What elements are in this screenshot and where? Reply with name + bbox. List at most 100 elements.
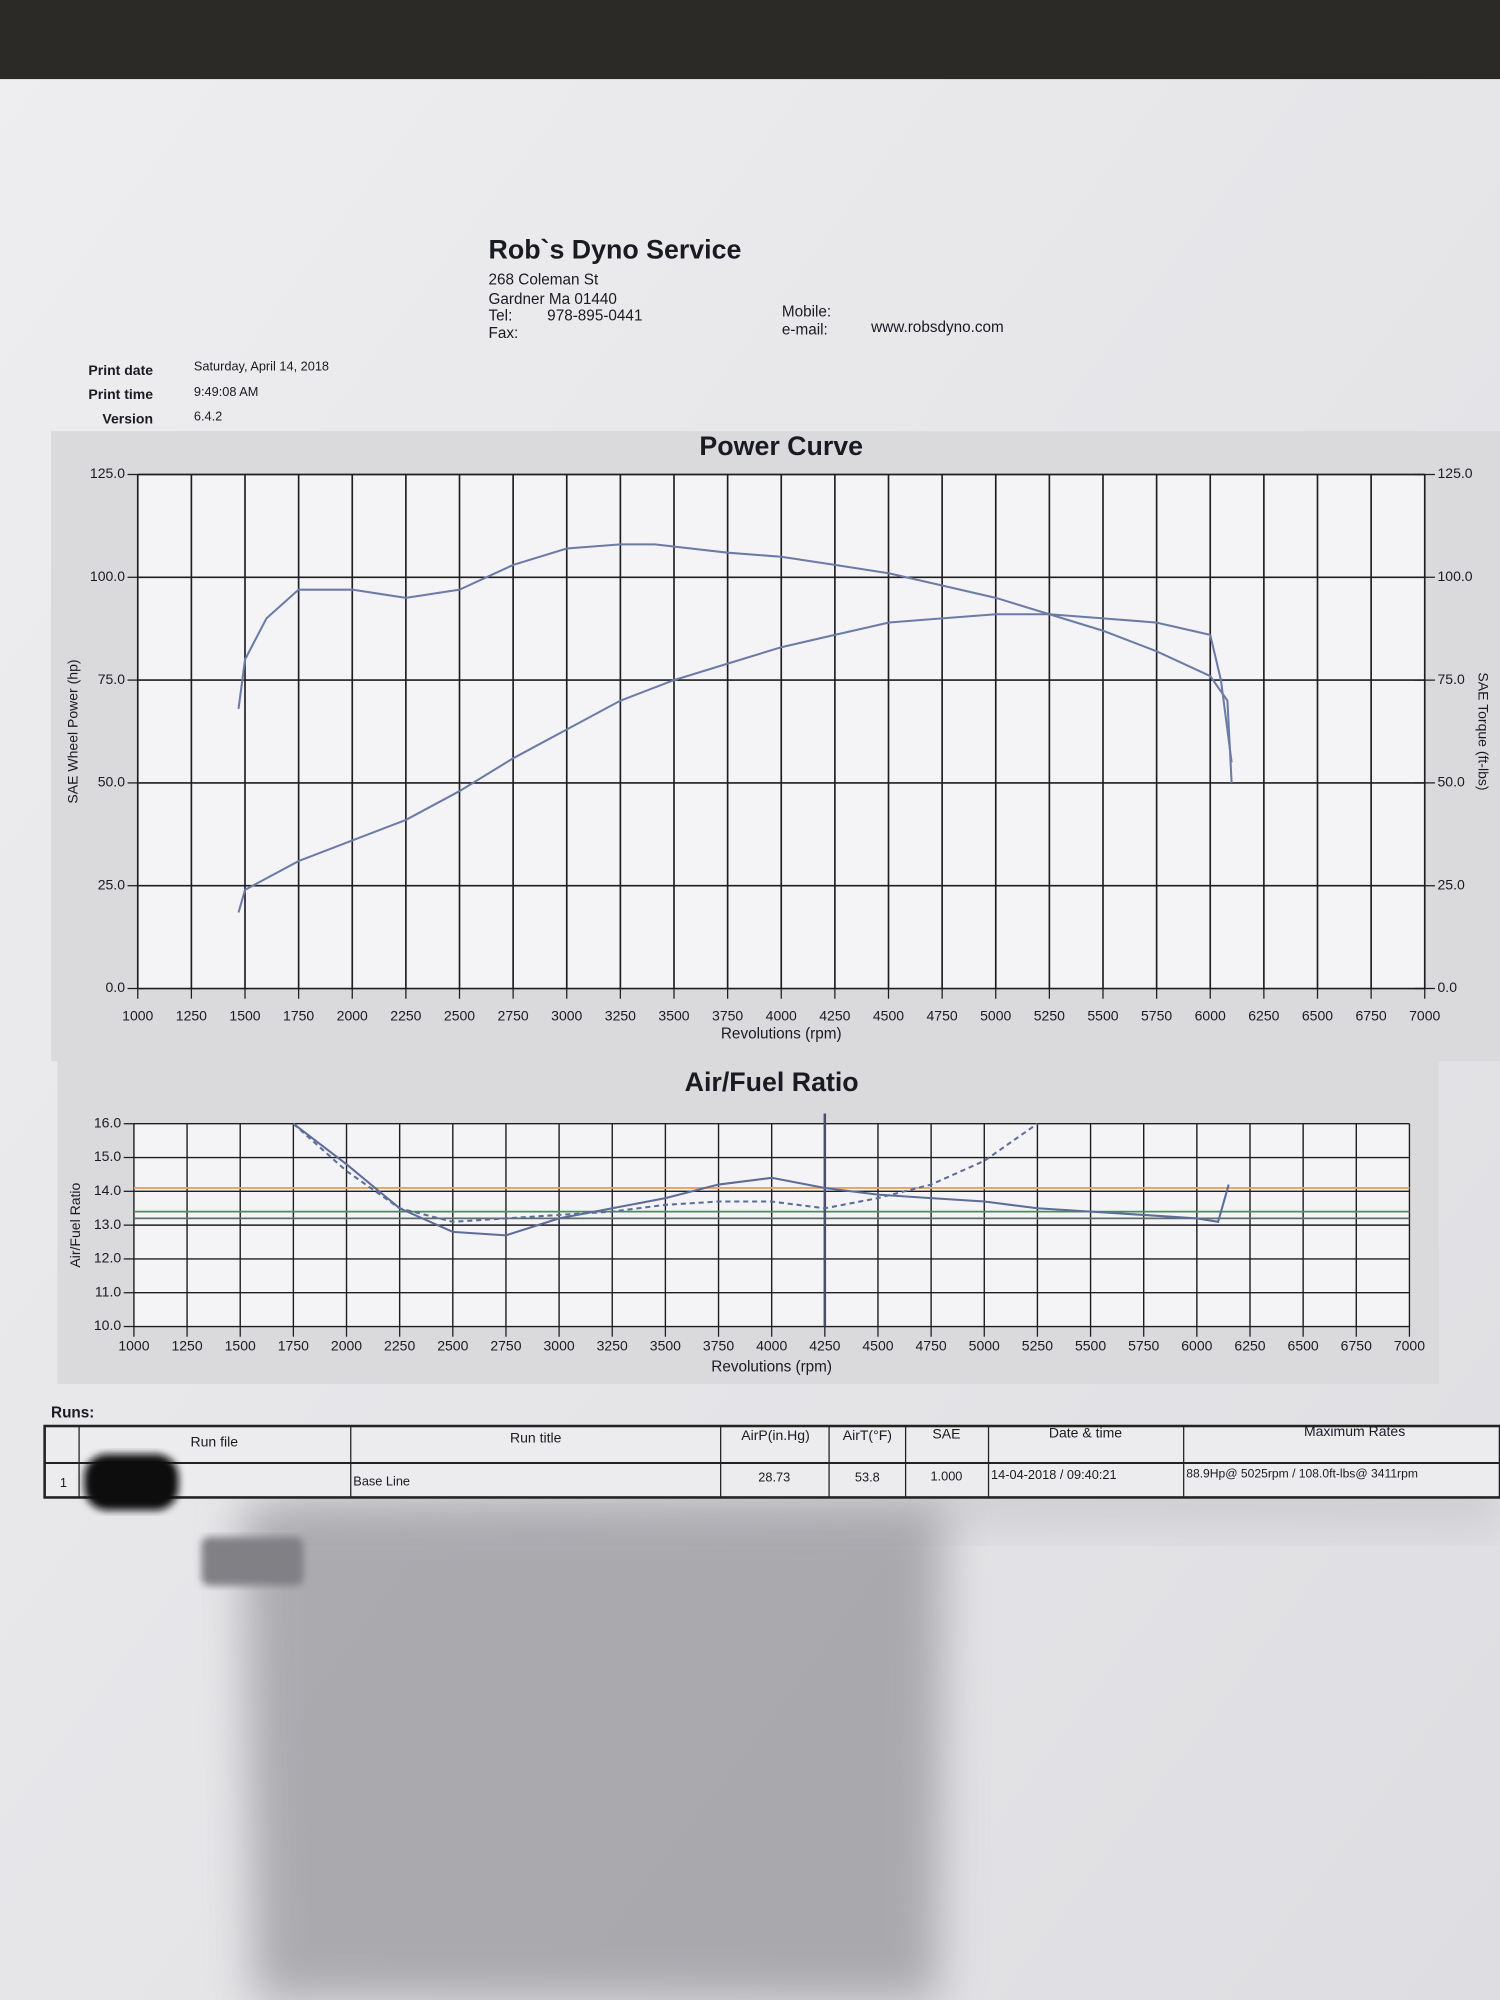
y2-tick-label: 50.0 <box>1438 774 1465 790</box>
y-tick-label: 16.0 <box>94 1114 121 1130</box>
company: Rob`s Dyno Service <box>489 234 742 264</box>
y-tick-label: 14.0 <box>94 1182 121 1198</box>
x-tick-label: 5750 <box>1128 1338 1159 1354</box>
x-tick-label: 2000 <box>331 1338 362 1354</box>
y-tick-label: 25.0 <box>98 876 125 892</box>
runs-title: Runs: <box>51 1404 94 1421</box>
data-line <box>237 543 1233 783</box>
shadow <box>242 1505 944 2000</box>
x-tick-label: 4250 <box>809 1338 840 1354</box>
x-tick-label: 2250 <box>384 1338 415 1354</box>
x-tick-label: 6500 <box>1288 1338 1319 1354</box>
x-tick-label: 5750 <box>1141 1007 1172 1023</box>
cell: 1 <box>60 1475 67 1490</box>
y-tick-label: 100.0 <box>90 568 125 584</box>
x-tick-label: 5500 <box>1087 1007 1118 1023</box>
x-tick-label: 4250 <box>819 1007 850 1023</box>
x-tick-label: 1250 <box>176 1007 207 1023</box>
mobile-label: Mobile: <box>782 304 831 321</box>
x-tick-label: 1500 <box>229 1007 260 1023</box>
x-tick-label: 1000 <box>118 1338 149 1354</box>
column-header: Maximum Rates <box>1304 1423 1405 1439</box>
x-tick-label: 6750 <box>1356 1007 1387 1023</box>
print-value: 9:49:08 AM <box>194 384 259 399</box>
data-line <box>292 1122 1038 1223</box>
chart-title: Air/Fuel Ratio <box>685 1067 859 1097</box>
x-tick-label: 6250 <box>1234 1338 1265 1354</box>
chart-title: Power Curve <box>699 431 863 461</box>
x-tick-label: 2500 <box>444 1007 475 1023</box>
x-tick-label: 3000 <box>551 1007 582 1023</box>
column-header: Date & time <box>1049 1424 1122 1440</box>
y-axis-label: Air/Fuel Ratio <box>67 1182 83 1267</box>
y2-tick-label: 0.0 <box>1438 979 1458 995</box>
runs-table: Run file Run title AirP(in.Hg) AirT(°F) … <box>43 1423 1500 1511</box>
print-label: Version <box>102 410 153 426</box>
x-axis-label: Revolutions (rpm) <box>711 1358 832 1375</box>
y-axis-label: SAE Wheel Power (hp) <box>65 659 81 803</box>
x-tick-label: 3250 <box>605 1007 636 1023</box>
data-line <box>237 613 1233 913</box>
x-tick-label: 7000 <box>1394 1338 1425 1354</box>
data-line <box>292 1122 1230 1237</box>
y-tick-label: 125.0 <box>90 465 125 481</box>
cell: Base Line <box>353 1474 410 1489</box>
redaction <box>84 1454 179 1511</box>
x-tick-label: 7000 <box>1409 1007 1440 1023</box>
y2-tick-label: 75.0 <box>1438 671 1465 687</box>
x-tick-label: 5000 <box>980 1007 1011 1023</box>
y2-tick-label: 125.0 <box>1438 465 1473 481</box>
fax-label: Fax: <box>489 325 519 342</box>
x-tick-label: 2250 <box>390 1007 421 1023</box>
x-tick-label: 3250 <box>597 1338 628 1354</box>
x-tick-label: 6750 <box>1341 1338 1372 1354</box>
x-tick-label: 3500 <box>650 1338 681 1354</box>
cell: 88.9Hp@ 5025rpm / 108.0ft-lbs@ 3411rpm <box>1186 1467 1418 1481</box>
y-tick-label: 15.0 <box>94 1148 121 1164</box>
x-tick-label: 5000 <box>969 1338 1000 1354</box>
email-label: e-mail: <box>782 321 828 338</box>
y-tick-label: 50.0 <box>98 774 125 790</box>
cell: 28.73 <box>758 1470 790 1485</box>
charts: Power Curve Revolutions (rpm) SAE Wheel Po… <box>65 431 1492 1376</box>
x-tick-label: 1250 <box>171 1338 202 1354</box>
x-tick-label: 1000 <box>122 1007 153 1023</box>
y-tick-label: 12.0 <box>94 1250 121 1266</box>
cell: 53.8 <box>855 1470 880 1485</box>
cell: 1.000 <box>930 1468 962 1483</box>
y2-axis-label: SAE Torque (ft-lbs) <box>1475 672 1491 790</box>
x-tick-label: 4000 <box>766 1007 797 1023</box>
x-tick-label: 6000 <box>1195 1007 1226 1023</box>
city: Gardner Ma 01440 <box>489 291 617 308</box>
x-tick-label: 5250 <box>1022 1338 1053 1354</box>
y-tick-label: 11.0 <box>95 1283 121 1299</box>
x-tick-label: 4750 <box>916 1338 947 1354</box>
tel: 978-895-0441 <box>547 307 642 324</box>
column-header: Run file <box>191 1433 239 1449</box>
cell: 14-04-2018 / 09:40:21 <box>991 1467 1116 1482</box>
x-tick-label: 4750 <box>927 1007 958 1023</box>
x-tick-label: 1750 <box>283 1007 314 1023</box>
website: www.robsdyno.com <box>870 319 1004 336</box>
tel-label: Tel: <box>489 307 513 324</box>
x-tick-label: 2750 <box>490 1338 521 1354</box>
x-tick-label: 3750 <box>703 1338 734 1354</box>
background-table <box>0 0 1500 80</box>
x-axis-label: Revolutions (rpm) <box>721 1025 842 1042</box>
x-tick-label: 5500 <box>1075 1338 1106 1354</box>
column-header: Run title <box>510 1429 562 1445</box>
column-header: AirT(°F) <box>843 1427 892 1443</box>
column-header: SAE <box>932 1426 960 1442</box>
address: 268 Coleman St <box>489 272 599 289</box>
y-tick-label: 13.0 <box>94 1216 121 1232</box>
x-tick-label: 6000 <box>1181 1338 1212 1354</box>
table-border <box>43 1424 1500 1499</box>
redaction <box>201 1536 304 1586</box>
x-tick-label: 2000 <box>337 1007 368 1023</box>
y2-tick-label: 25.0 <box>1438 876 1465 892</box>
x-tick-label: 4000 <box>756 1338 787 1354</box>
x-tick-label: 4500 <box>862 1338 893 1354</box>
x-tick-label: 2500 <box>437 1338 468 1354</box>
